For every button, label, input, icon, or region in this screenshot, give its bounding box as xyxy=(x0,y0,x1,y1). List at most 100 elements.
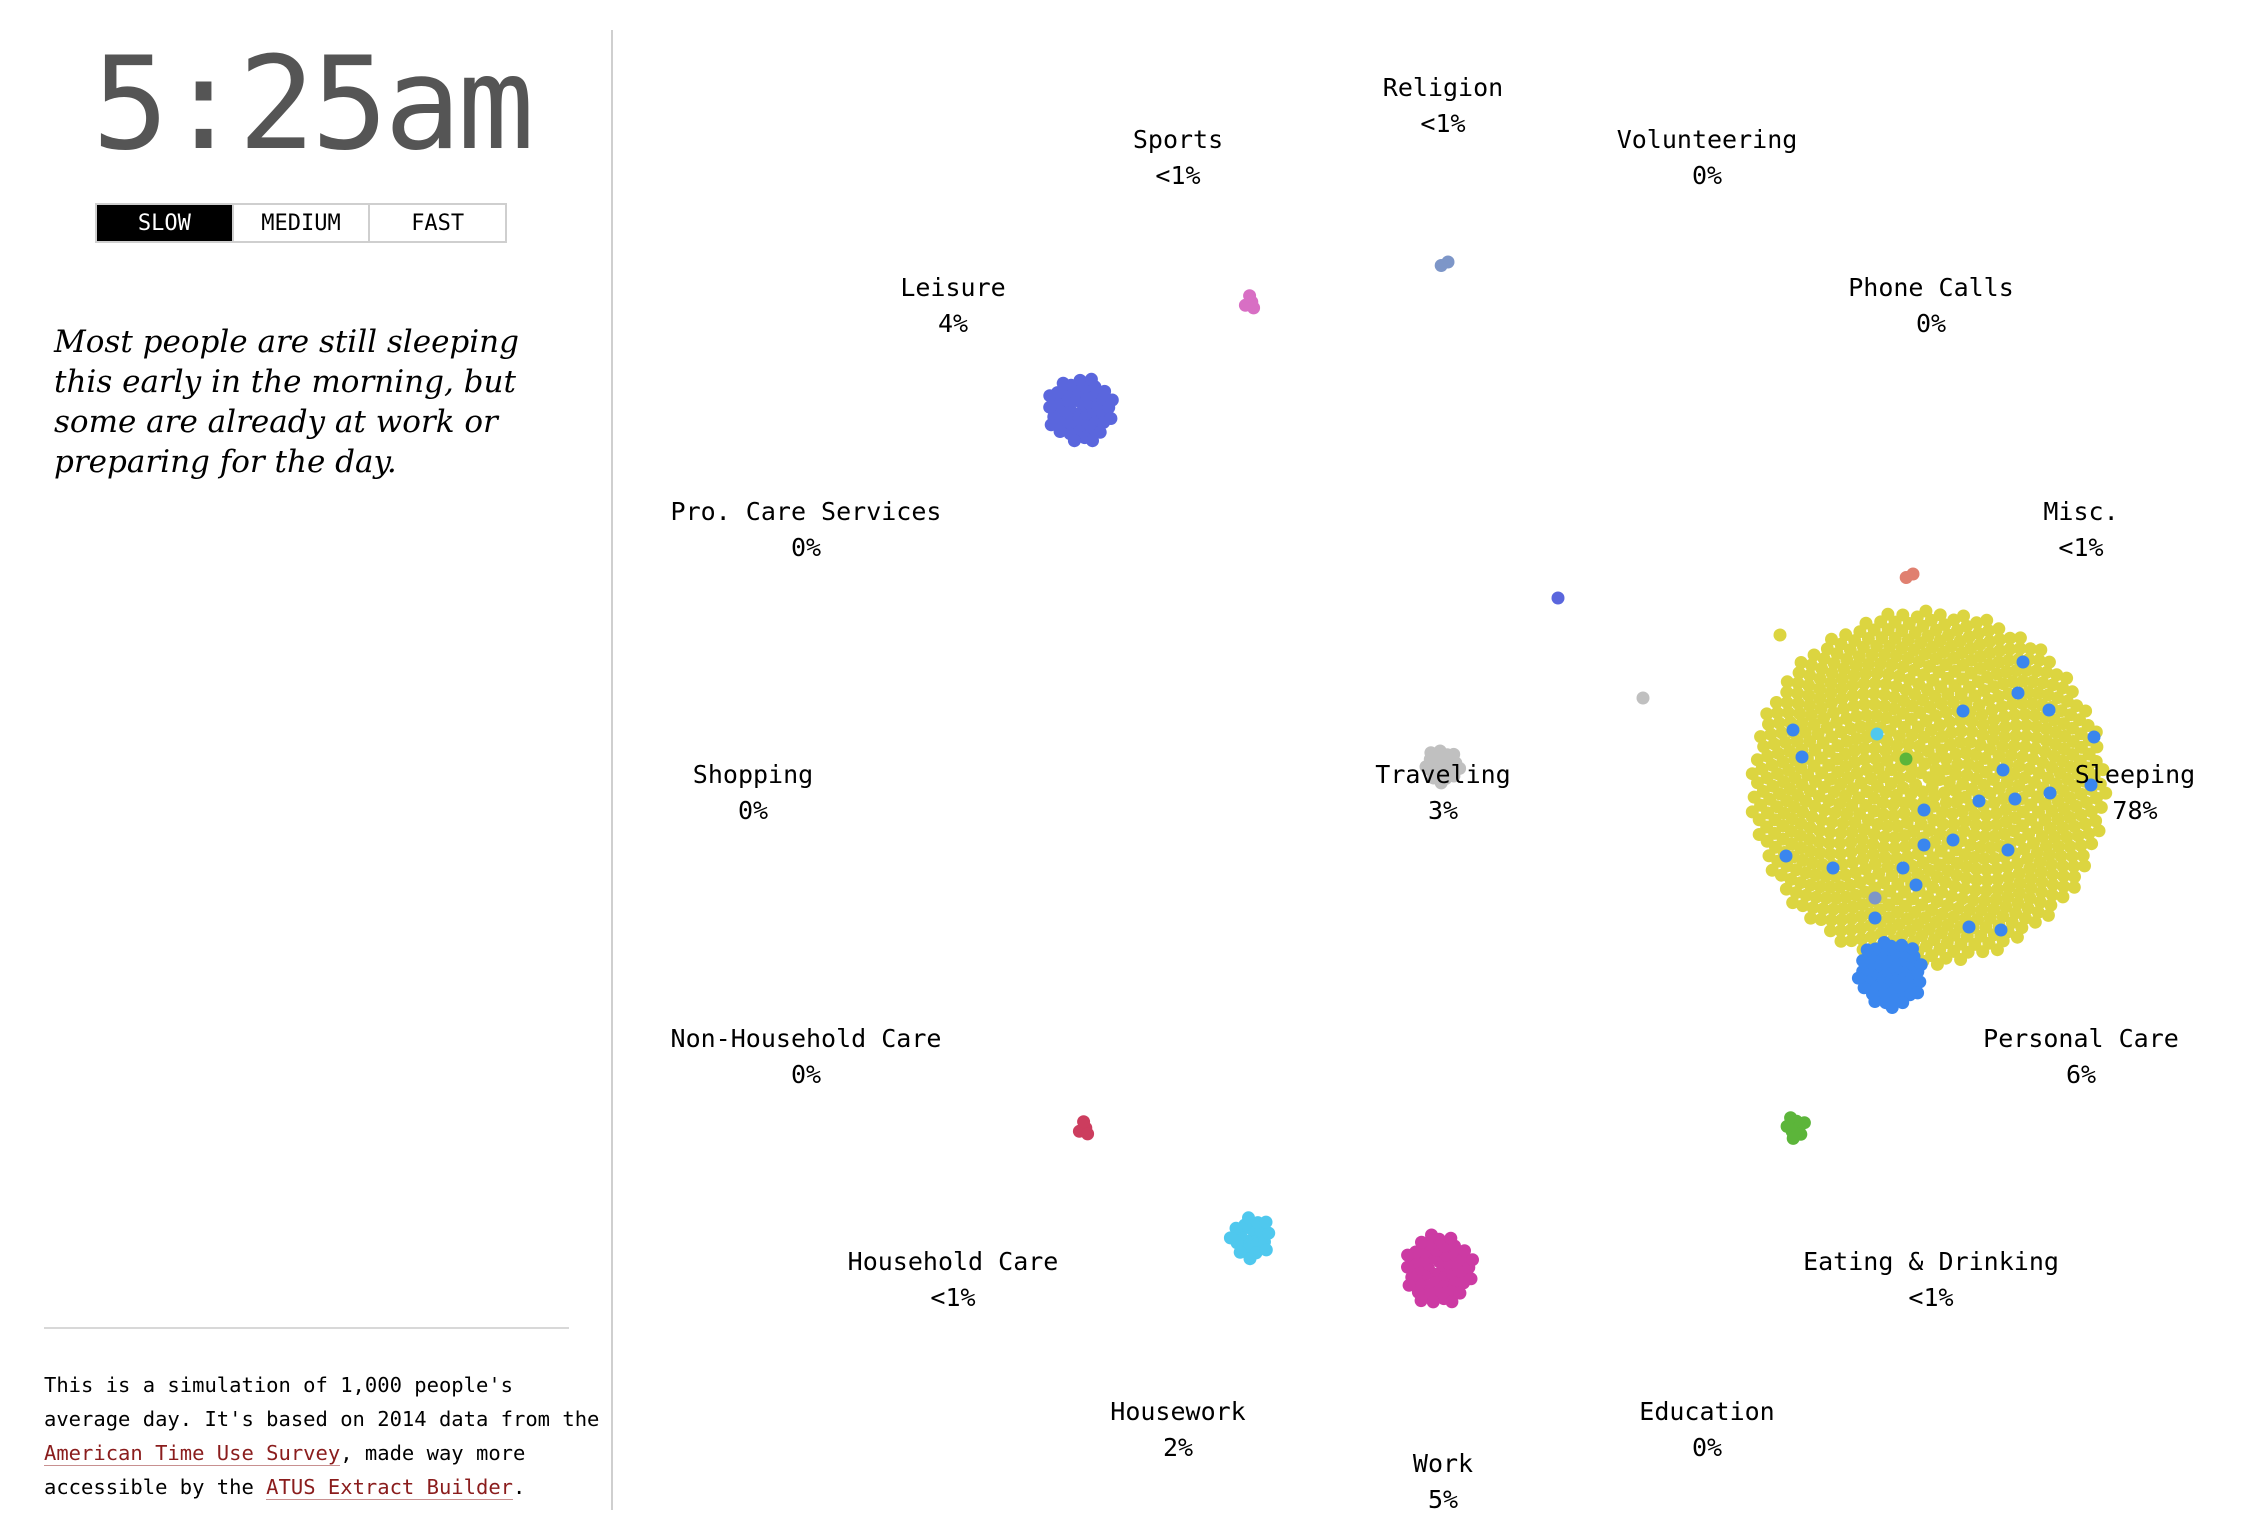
person-dot xyxy=(1976,718,1990,732)
person-dot xyxy=(1833,847,1847,861)
person-dot xyxy=(1996,763,2010,777)
person-dot xyxy=(1868,995,1882,1008)
person-dot xyxy=(1056,376,1070,390)
person-dot xyxy=(1765,863,1779,877)
person-dot xyxy=(1781,706,1795,720)
person-dot xyxy=(1992,689,2005,703)
person-dot xyxy=(1857,981,1871,995)
person-dot xyxy=(2045,888,2059,902)
person-dot xyxy=(1960,619,1974,633)
person-dot xyxy=(1464,1272,1478,1286)
person-dot xyxy=(1855,932,1869,946)
person-dot xyxy=(1453,761,1467,775)
person-dot xyxy=(1844,835,1858,849)
person-dot xyxy=(1840,712,1853,726)
person-dot xyxy=(1976,728,1990,742)
activity-name: Misc. xyxy=(2043,497,2119,526)
activity-percent: <1% xyxy=(930,1283,976,1312)
person-dot xyxy=(1086,434,1099,448)
person-dot xyxy=(2050,668,2064,682)
person-dot xyxy=(1969,818,1983,832)
person-dot xyxy=(1845,912,1859,926)
person-dot xyxy=(1233,1245,1247,1259)
person-dot xyxy=(2041,908,2055,922)
person-dot xyxy=(1955,724,1968,738)
person-dot xyxy=(1839,890,1853,904)
slow-speed-button[interactable]: SLOW xyxy=(97,205,234,241)
person-dot xyxy=(2012,867,2026,880)
person-dot xyxy=(2013,876,2027,890)
person-dot xyxy=(1870,709,1884,723)
person-dot xyxy=(1858,752,1872,766)
activity-label-traveling: Traveling 3% xyxy=(1375,757,1510,829)
person-dot xyxy=(1960,860,1974,874)
person-dot xyxy=(1845,934,1858,948)
person-dot xyxy=(1888,831,1902,844)
activity-label-phone-calls: Phone Calls 0% xyxy=(1848,270,2014,342)
person-dot xyxy=(1857,697,1871,711)
person-dot xyxy=(2011,686,2025,700)
person-dot xyxy=(1974,840,1987,854)
medium-speed-button[interactable]: MEDIUM xyxy=(233,205,371,241)
person-dot xyxy=(1242,1211,1255,1225)
activity-percent: 0% xyxy=(790,1060,822,1089)
person-dot xyxy=(1879,744,1893,758)
person-dot xyxy=(1953,735,1967,749)
person-dot xyxy=(1917,838,1931,852)
person-dot xyxy=(1835,682,1849,696)
person-dot xyxy=(2021,852,2034,866)
person-dot xyxy=(1972,794,1986,808)
activity-percent: 3% xyxy=(1427,796,1459,825)
person-dot xyxy=(2035,875,2049,889)
person-dot xyxy=(2033,855,2047,869)
person-dot xyxy=(1834,934,1848,948)
person-dot xyxy=(1880,753,1894,767)
activity-name: Phone Calls xyxy=(1848,273,2014,302)
person-dot xyxy=(2031,905,2045,919)
person-dot xyxy=(1944,738,1957,752)
person-dot xyxy=(1983,646,1997,660)
person-dot xyxy=(1849,866,1862,880)
person-dot xyxy=(1053,425,1067,438)
person-dot xyxy=(1243,1252,1257,1266)
person-dot xyxy=(2010,857,2024,870)
person-dot xyxy=(1846,900,1860,914)
vertical-divider xyxy=(611,30,613,1510)
person-dot xyxy=(2005,697,2019,711)
person-dot xyxy=(1243,289,1257,303)
person-dot xyxy=(1426,1295,1440,1309)
person-dot xyxy=(1752,828,1766,841)
person-dot xyxy=(1881,607,1895,621)
person-dot xyxy=(1829,891,1843,905)
person-dot xyxy=(1826,902,1840,916)
atus-survey-link[interactable]: American Time Use Survey xyxy=(44,1441,341,1466)
person-dot xyxy=(1855,832,1869,846)
person-dot xyxy=(2035,885,2049,899)
person-dot xyxy=(1998,720,2012,734)
person-dot xyxy=(1878,688,1892,702)
activity-name: Religion xyxy=(1382,73,1504,102)
person-dot xyxy=(1944,726,1958,740)
person-dot xyxy=(1770,706,1784,720)
person-dot xyxy=(2085,837,2099,851)
person-dot xyxy=(2056,859,2070,873)
person-dot xyxy=(2092,824,2106,838)
person-dot xyxy=(1844,845,1858,859)
person-dot xyxy=(1979,884,1993,898)
person-dot xyxy=(2060,671,2074,685)
atus-extract-builder-link[interactable]: ATUS Extract Builder xyxy=(266,1475,514,1500)
person-dot xyxy=(1044,418,1058,432)
fast-speed-button[interactable]: FAST xyxy=(370,205,506,241)
person-dot xyxy=(1813,846,1827,860)
person-dot xyxy=(2030,664,2043,678)
person-dot xyxy=(2033,895,2047,909)
person-dot xyxy=(2016,750,2030,764)
person-dot xyxy=(2025,697,2039,711)
person-dot xyxy=(1919,604,1933,618)
person-dot xyxy=(2015,697,2029,710)
person-dot xyxy=(1983,635,1997,648)
person-dot xyxy=(1998,730,2012,744)
person-dot xyxy=(2008,708,2022,722)
person-dot xyxy=(1879,677,1893,691)
person-dot xyxy=(1954,953,1968,966)
